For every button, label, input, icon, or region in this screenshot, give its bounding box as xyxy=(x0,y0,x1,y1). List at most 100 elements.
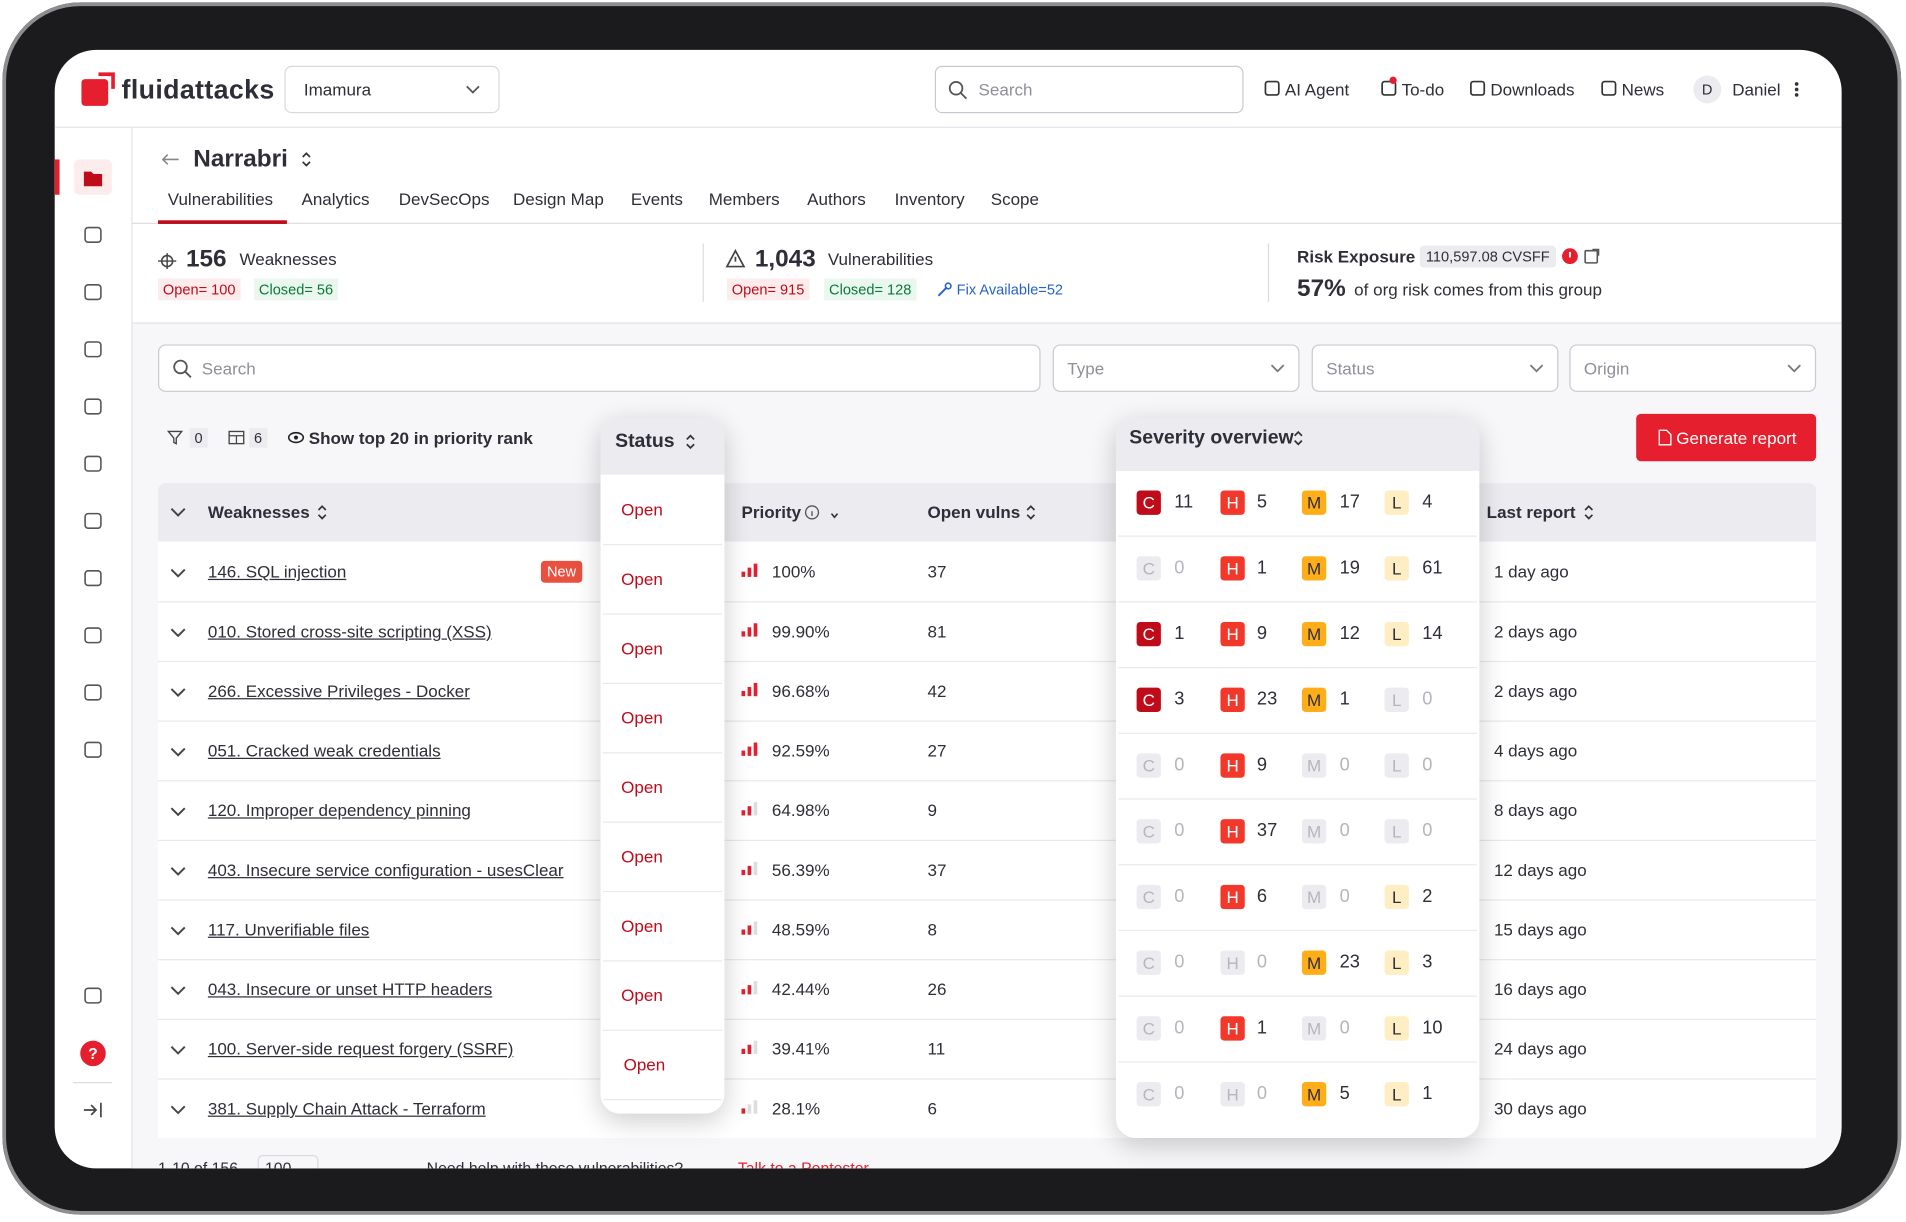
user-name[interactable]: Daniel xyxy=(1732,79,1781,100)
tab[interactable]: Inventory xyxy=(894,189,965,209)
severity-badge: C xyxy=(1136,819,1161,844)
priority: 48.59% xyxy=(771,919,830,940)
chevron-icon xyxy=(1787,364,1801,373)
severity-count: 1 xyxy=(1256,1017,1268,1039)
nav-icon xyxy=(1264,80,1280,96)
org-select[interactable] xyxy=(284,65,500,114)
bug-icon xyxy=(158,253,177,269)
severity-count: 0 xyxy=(1422,688,1433,710)
weakness-name[interactable]: 051. Cracked weak credentials xyxy=(207,740,441,761)
priority: 100% xyxy=(771,561,816,582)
weakness-name[interactable]: 146. SQL injection xyxy=(207,561,347,582)
open-vulns: 37 xyxy=(927,561,947,582)
severity-badge: M xyxy=(1301,1082,1327,1107)
status-divider xyxy=(602,960,723,962)
severity-count: 0 xyxy=(1174,886,1185,907)
risk-alert xyxy=(1562,248,1578,265)
summary-border xyxy=(132,322,1842,324)
status-value: Open xyxy=(621,707,663,728)
tab[interactable]: Members xyxy=(708,189,780,209)
columns-count: 6 xyxy=(249,428,268,449)
severity-badge: L xyxy=(1384,556,1409,581)
top-toggle[interactable]: Show top 20 in priority rank xyxy=(308,427,533,448)
last-report: 8 days ago xyxy=(1493,800,1578,820)
sort-icon xyxy=(317,505,327,520)
severity-count: 23 xyxy=(1339,951,1360,973)
severity-count: 0 xyxy=(1339,886,1350,907)
sort-desc-icon xyxy=(830,513,839,519)
tab[interactable]: Scope xyxy=(990,189,1039,209)
severity-count: 23 xyxy=(1256,688,1278,710)
nav-item[interactable]: To-do xyxy=(1401,79,1445,100)
severity-count: 3 xyxy=(1174,688,1185,710)
severity-badge: M xyxy=(1301,884,1327,910)
priority-icon xyxy=(741,802,758,816)
severity-divider xyxy=(1118,732,1477,734)
priority-icon xyxy=(741,1040,758,1055)
nav-item[interactable]: Downloads xyxy=(1490,79,1575,100)
priority-icon xyxy=(741,981,758,995)
logo: fluidattacks xyxy=(121,74,275,105)
tab[interactable]: Authors xyxy=(807,189,866,209)
tab[interactable]: Analytics xyxy=(301,189,370,209)
severity-count: 0 xyxy=(1174,557,1185,579)
external-link xyxy=(1584,248,1600,264)
weakness-name[interactable]: 100. Server-side request forgery (SSRF) xyxy=(207,1038,514,1059)
priority-icon xyxy=(741,563,758,577)
tab[interactable]: Vulnerabilities xyxy=(167,189,274,209)
filter-dropdown[interactable] xyxy=(1052,344,1300,392)
pentester-link[interactable]: Talk to a Pentester xyxy=(737,1158,869,1178)
weakness-name[interactable]: 043. Insecure or unset HTTP headers xyxy=(207,979,493,999)
weakness-name[interactable]: 403. Insecure service configuration - us… xyxy=(207,860,564,880)
search-box[interactable] xyxy=(934,65,1244,114)
priority: 39.41% xyxy=(771,1038,830,1059)
severity-divider xyxy=(1118,995,1477,997)
severity-count: 0 xyxy=(1174,951,1185,973)
sort-icon xyxy=(686,434,695,450)
severity-count: 1 xyxy=(1339,688,1350,710)
weakness-name[interactable]: 266. Excessive Privileges - Docker xyxy=(207,681,470,701)
severity-badge: L xyxy=(1384,950,1409,975)
severity-count: 0 xyxy=(1174,820,1185,842)
nav-item[interactable]: News xyxy=(1621,79,1665,100)
vulns-open: Open= 915 xyxy=(726,278,810,301)
weakness-name[interactable]: 117. Unverifiable files xyxy=(207,919,370,940)
filter-dropdown[interactable] xyxy=(1569,344,1817,392)
status-popup-header xyxy=(600,417,725,475)
severity-count: 10 xyxy=(1422,1017,1443,1039)
priority-icon xyxy=(741,1100,758,1114)
open-vulns: 42 xyxy=(927,681,947,701)
tab[interactable]: DevSecOps xyxy=(398,189,490,209)
page-size-select[interactable] xyxy=(257,1155,319,1169)
sort-icon xyxy=(1026,505,1036,520)
nav-item[interactable]: AI Agent xyxy=(1284,79,1350,100)
column-header: Open vulns xyxy=(927,502,1021,522)
table-search[interactable] xyxy=(158,344,1041,392)
fix-available[interactable]: Fix Available=52 xyxy=(956,280,1064,298)
severity-divider xyxy=(1118,601,1477,603)
status-value: Open xyxy=(621,569,663,589)
expand-icon xyxy=(170,508,186,517)
severity-count: 5 xyxy=(1256,491,1268,513)
sort-icon xyxy=(302,152,311,167)
notification-dot xyxy=(1389,76,1397,84)
weakness-name[interactable]: 120. Improper dependency pinning xyxy=(207,800,471,820)
pagination-range: 1-10 of 156 xyxy=(158,1158,238,1178)
warning-icon xyxy=(725,248,746,268)
sidebar-icon xyxy=(84,627,102,644)
open-vulns: 6 xyxy=(927,1098,937,1119)
severity-badge: H xyxy=(1220,1082,1245,1107)
last-report: 1 day ago xyxy=(1493,561,1569,582)
risk-percent: 57% xyxy=(1297,275,1346,302)
report-button[interactable] xyxy=(1636,413,1817,462)
row-divider xyxy=(158,959,1817,961)
weakness-name[interactable]: 381. Supply Chain Attack - Terraform xyxy=(207,1098,486,1119)
avatar xyxy=(1693,75,1722,104)
weakness-name[interactable]: 010. Stored cross-site scripting (XSS) xyxy=(207,621,492,641)
filter-dropdown[interactable] xyxy=(1311,344,1559,392)
status-value: Open xyxy=(621,915,663,936)
sidebar-icon xyxy=(84,226,102,243)
tab[interactable]: Design Map xyxy=(512,189,604,209)
tab[interactable]: Events xyxy=(630,189,683,209)
